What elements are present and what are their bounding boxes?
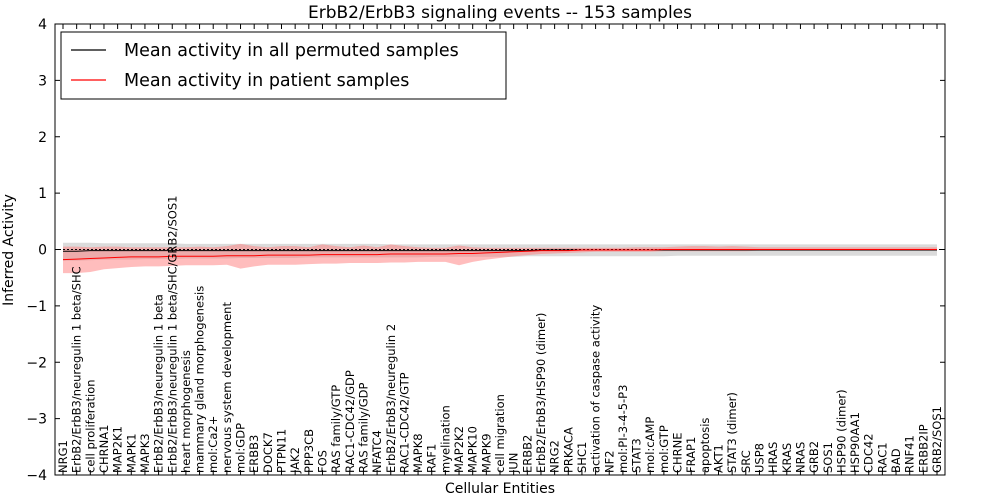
x-tick-label: MAPK1 <box>124 433 138 473</box>
x-axis: NRG1 ErbB2/ErbB3/neuregulin 1 beta/SHC cel… <box>56 24 944 475</box>
x-tick-label: NFATC4 <box>370 430 384 473</box>
x-tick-label: MAPK3 <box>138 433 152 473</box>
x-tick-label: mol:GDP <box>234 423 248 473</box>
x-tick-label: USP8 <box>752 443 766 473</box>
x-tick-label: cell proliferation <box>83 379 97 473</box>
x-tick-label: PRKACA <box>561 427 575 473</box>
x-tick-label: RAC1 <box>875 442 889 473</box>
x-tick-label: RNF41 <box>903 435 917 473</box>
x-tick-label: BAD <box>889 448 903 473</box>
x-tick-label: MAP2K1 <box>111 426 125 473</box>
x-tick-label: SHC1 <box>575 442 589 473</box>
x-tick-label: ErbB2/ErbB3/neuregulin 1 beta/SHC/GRB2/S… <box>165 196 179 473</box>
x-tick-label: ErbB2/ErbB3/neuregulin 1 beta <box>152 294 166 473</box>
x-tick-label: ErbB2/ErbB3/neuregulin 2 <box>384 324 398 473</box>
x-tick-label: RAS family/GDP <box>356 383 370 473</box>
x-tick-label: mammary gland morphogenesis <box>193 286 207 473</box>
x-tick-label: MAP2K2 <box>452 426 466 473</box>
y-tick-label: 0 <box>38 243 47 259</box>
x-tick-label: FRAP1 <box>684 437 698 473</box>
x-tick-label: ERBB2IP <box>916 424 930 473</box>
x-tick-label: KRAS <box>780 443 794 473</box>
x-tick-label: PPP3CB <box>302 429 316 473</box>
x-tick-label: ERBB2 <box>520 435 534 473</box>
x-tick-label: MAPK9 <box>479 433 493 473</box>
series-line-permuted <box>63 249 937 252</box>
series-line-patient <box>62 249 937 261</box>
x-tick-label: NRG1 <box>56 440 70 473</box>
x-tick-label: apoptosis <box>698 418 712 473</box>
legend-box <box>60 31 507 100</box>
x-tick-label: HSP90 (dimer) <box>834 389 848 473</box>
y-tick-label: −2 <box>26 355 47 371</box>
x-tick-label: SOS1 <box>821 442 835 473</box>
legend-label-permuted: Mean activity in all permuted samples <box>124 41 459 61</box>
x-tick-label: ErbB2/ErbB3/neuregulin 1 beta/SHC <box>70 266 84 473</box>
x-tick-label: PTPN11 <box>275 429 289 473</box>
chart-title: ErbB2/ErbB3 signaling events -- 153 samp… <box>308 3 692 23</box>
x-tick-label: STAT3 <box>630 438 644 473</box>
y-tick-label: 2 <box>38 130 47 146</box>
x-tick-label: JAK2 <box>288 447 302 474</box>
y-tick-label: 4 <box>38 17 47 33</box>
x-tick-label: MAPK10 <box>466 426 480 473</box>
x-tick-label: MAPK8 <box>411 433 425 473</box>
y-axis: 4 3 2 1 0 −1 −2 −3 −4 <box>26 17 945 484</box>
x-tick-label: mol:Ca2+ <box>206 416 220 473</box>
x-tick-label: heart morphogenesis <box>179 350 193 473</box>
x-tick-label: ERBB3 <box>247 435 261 473</box>
x-tick-label: FOS <box>315 450 329 473</box>
y-axis-title: Inferred Activity <box>1 194 17 306</box>
x-tick-label: DOCK7 <box>261 432 275 473</box>
x-tick-label: NF2 <box>602 450 616 473</box>
x-tick-label: RAS family/GTP <box>329 385 343 473</box>
x-tick-label: CDC42 <box>862 433 876 473</box>
x-tick-label: SRC <box>739 450 753 473</box>
x-tick-label: ErbB2/ErbB3/HSP90 (dimer) <box>534 313 548 473</box>
x-tick-label: CHRNA1 <box>97 425 111 473</box>
x-tick-label: NRG2 <box>548 440 562 473</box>
y-tick-label: −4 <box>26 468 47 484</box>
y-tick-label: −1 <box>26 299 47 315</box>
y-tick-label: 3 <box>38 73 47 89</box>
x-tick-label: CHRNE <box>671 432 685 473</box>
chart-legend: Mean activity in all permuted samples Me… <box>60 31 507 100</box>
x-tick-label: RAC1-CDC42/GTP <box>397 372 411 473</box>
legend-label-patient: Mean activity in patient samples <box>124 71 409 91</box>
y-tick-label: 1 <box>38 186 47 202</box>
x-tick-label: AKT1 <box>712 444 726 473</box>
band-patient <box>63 243 937 274</box>
x-tick-label: JUN <box>507 453 521 474</box>
x-tick-label: nervous system development <box>220 302 234 473</box>
x-tick-label: mol:GTP <box>657 425 671 473</box>
x-axis-title: Cellular Entities <box>445 481 555 497</box>
x-tick-label: HSP90AA1 <box>848 412 862 473</box>
y-tick-label: −3 <box>26 412 47 428</box>
x-tick-label: GRB2/SOS1 <box>930 406 944 473</box>
x-tick-label: mol:PI-3-4-5-P3 <box>616 385 630 473</box>
x-tick-label: NRAS <box>793 442 807 473</box>
x-tick-label: RAF1 <box>425 444 439 473</box>
x-tick-label: myelination <box>438 405 452 473</box>
x-tick-label: RAC1-CDC42/GDP <box>343 370 357 473</box>
x-tick-label: mol:cAMP <box>643 417 657 473</box>
x-tick-label: GRB2 <box>807 441 821 473</box>
x-tick-label: cell migration <box>493 394 507 473</box>
x-tick-label: activation of caspase activity <box>589 305 603 473</box>
x-tick-label: HRAS <box>766 442 780 473</box>
x-tick-label: STAT3 (dimer) <box>725 392 739 473</box>
